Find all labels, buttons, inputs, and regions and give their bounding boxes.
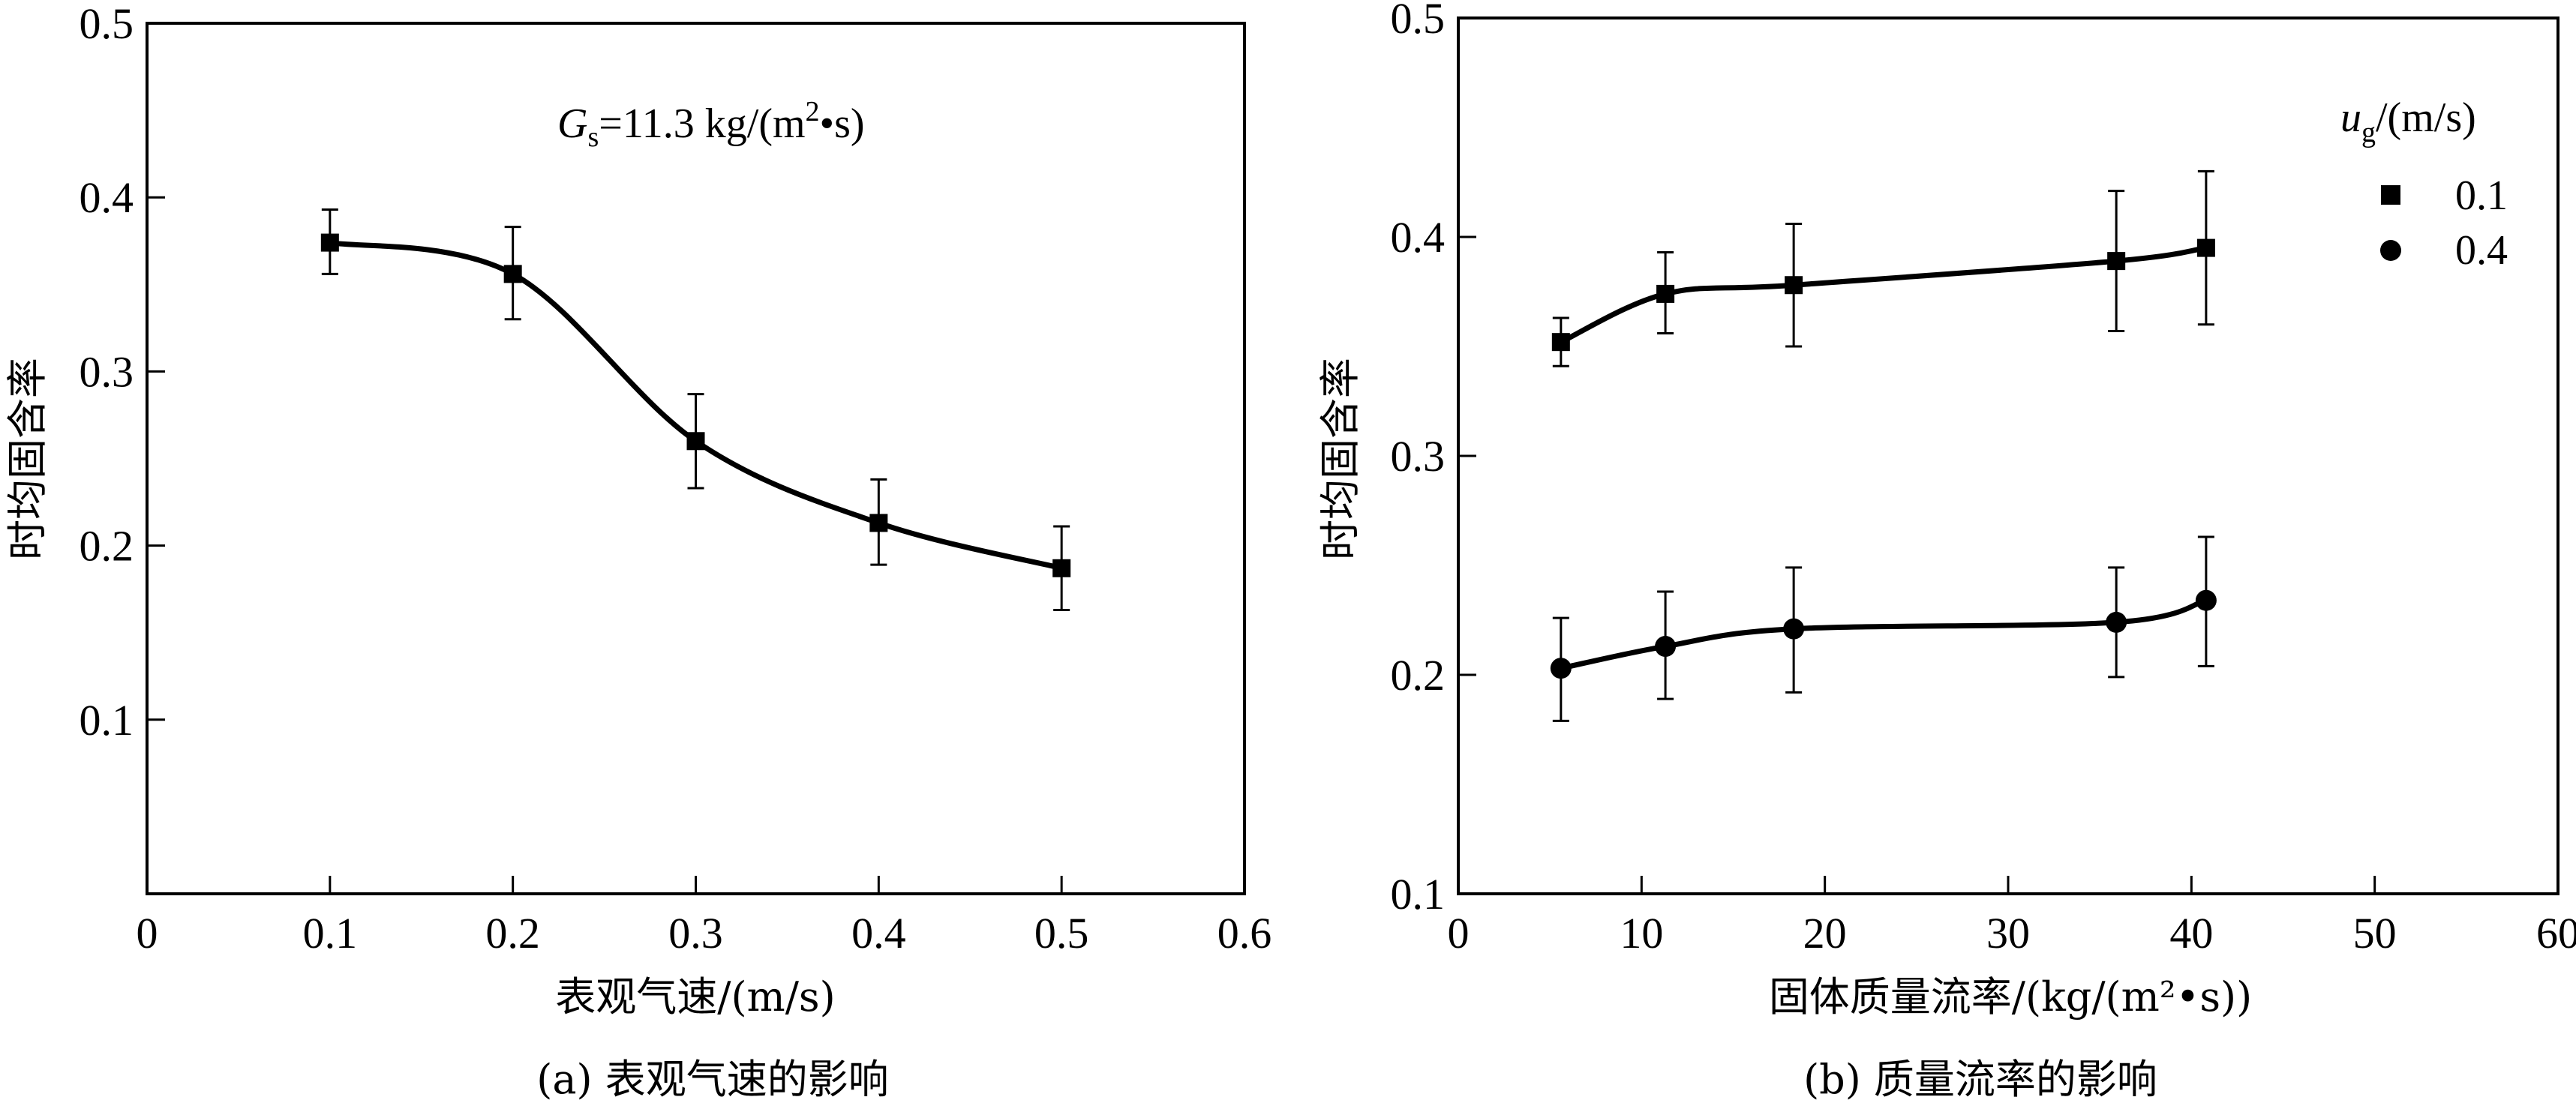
y-tick-label: 0.1 [1391,870,1446,919]
legend: ug/(m/s) 0.1 0.4 [2340,94,2508,274]
data-point [1785,276,1803,295]
x-tick-label: 0.3 [668,909,723,958]
series-0 [1551,169,2215,367]
data-point [2196,238,2215,257]
data-point [1656,284,1675,303]
panel-a-ylabel: 时均固含率 [4,358,51,560]
legend-title: ug/(m/s) [2340,94,2476,148]
data-point [503,265,522,283]
y-tick-label: 0.1 [80,696,134,745]
x-tick-label: 0.5 [1034,909,1089,958]
data-point [2106,611,2127,633]
x-tick-label: 0 [1448,909,1470,958]
legend-label-0: 0.1 [2455,172,2508,219]
data-point [1052,559,1071,577]
x-tick-label: 60 [2536,909,2576,958]
panel-b: 0 10 20 30 40 50 60 0.1 0.2 0.3 0.4 0.5 ug/(m/s) 0.… [1317,0,2576,1103]
legend-label-1: 0.4 [2455,227,2508,274]
annotation-text: =11.3 kg/(m [599,100,805,147]
panel-b-ylabel: 时均固含率 [1317,358,1364,560]
panel-a: 0 0.1 0.2 0.3 0.4 0.5 0.6 0.1 0.2 0.3 0.4 0.5 Gs=11… [4,0,1271,1103]
data-point [320,233,339,252]
x-tick-label: 0 [137,909,158,958]
x-tick-label: 40 [2169,909,2213,958]
data-point [1783,618,1805,640]
data-point [1655,636,1677,658]
annotation-symbol: G [557,100,587,147]
panel-a-plot-area: 0 0.1 0.2 0.3 0.4 0.5 0.6 0.1 0.2 0.3 0.4 0.5 [80,0,1272,958]
x-tick-label: 0.4 [851,909,906,958]
annotation-superscript: 2 [806,96,820,127]
legend-marker-circle [2380,240,2401,261]
x-tick-label: 0.6 [1217,909,1272,958]
panel-b-caption: (b) 质量流率的影响 [1803,1056,2157,1103]
x-tick-label: 20 [1803,909,1847,958]
series-0 [320,208,1071,612]
legend-title-symbol: u [2340,94,2361,141]
annotation-subscript: s [587,121,599,153]
data-point [1550,658,1572,679]
data-point [2107,252,2126,271]
x-tick-label: 0.1 [303,909,358,958]
series-1 [1550,535,2217,722]
panel-a-annotation: Gs=11.3 kg/(m2•s) [557,96,865,153]
data-point [2195,589,2217,611]
legend-title-subscript: g [2361,117,2376,148]
x-tick-label: 30 [1986,909,2030,958]
panel-b-xlabel: 固体质量流率/(kg/(m²•s)) [1769,973,2252,1021]
y-tick-label: 0.5 [1391,0,1446,43]
plot-frame [1457,16,2559,895]
annotation-suffix: •s) [820,100,865,147]
fit-curve [1558,245,2209,345]
panel-b-plot-area: 0 10 20 30 40 50 60 0.1 0.2 0.3 0.4 0.5 [1391,0,2576,958]
x-tick-label: 50 [2353,909,2397,958]
y-tick-label: 0.5 [80,0,134,48]
x-tick-label: 0.2 [485,909,540,958]
y-tick-label: 0.3 [80,347,134,396]
legend-marker-square [2381,185,2400,205]
x-tick-label: 10 [1620,909,1663,958]
y-tick-label: 0.4 [1391,213,1446,262]
y-tick-label: 0.4 [80,173,134,222]
panel-a-xlabel: 表观气速/(m/s) [555,973,835,1021]
y-tick-label: 0.2 [80,522,134,571]
data-point [869,514,888,532]
panel-a-caption: (a) 表观气速的影响 [536,1056,889,1103]
data-point [1551,333,1570,352]
y-tick-label: 0.2 [1391,651,1446,700]
y-tick-label: 0.3 [1391,432,1446,481]
legend-title-suffix: /(m/s) [2376,94,2476,141]
data-point [686,432,705,451]
fit-curve [1558,598,2209,671]
